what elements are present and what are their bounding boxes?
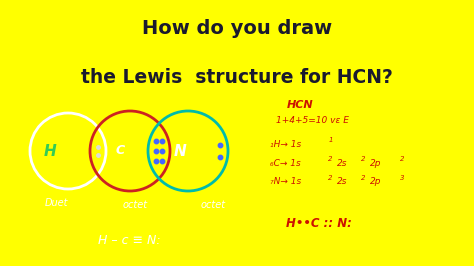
- Text: ₆C→ 1s: ₆C→ 1s: [270, 159, 301, 168]
- Text: H – c ≡ N:: H – c ≡ N:: [99, 234, 161, 247]
- Text: 2s: 2s: [337, 177, 348, 186]
- Text: the Lewis  structure for HCN?: the Lewis structure for HCN?: [81, 68, 393, 87]
- Text: H: H: [44, 143, 56, 159]
- Text: HCN: HCN: [286, 100, 313, 110]
- Text: H••C :: N:: H••C :: N:: [286, 217, 352, 230]
- Text: ₁H→ 1s: ₁H→ 1s: [270, 140, 301, 149]
- Text: 3: 3: [400, 175, 404, 181]
- Text: 2: 2: [328, 156, 333, 162]
- Text: 2p: 2p: [370, 159, 382, 168]
- Text: 2s: 2s: [337, 159, 348, 168]
- Text: N: N: [173, 143, 186, 159]
- Text: Duet: Duet: [44, 198, 68, 208]
- Text: octet: octet: [201, 200, 226, 210]
- Text: 2: 2: [400, 156, 404, 162]
- Text: 2p: 2p: [370, 177, 382, 186]
- Text: 2: 2: [361, 156, 365, 162]
- Text: octet: octet: [122, 200, 147, 210]
- Text: ₇N→ 1s: ₇N→ 1s: [270, 177, 301, 186]
- Text: 1: 1: [328, 137, 333, 143]
- Text: 1+4+5=10 vε E: 1+4+5=10 vε E: [276, 116, 349, 125]
- Text: C: C: [116, 144, 125, 157]
- Text: How do you draw: How do you draw: [142, 19, 332, 38]
- Text: 2: 2: [328, 175, 333, 181]
- Text: 2: 2: [361, 175, 365, 181]
